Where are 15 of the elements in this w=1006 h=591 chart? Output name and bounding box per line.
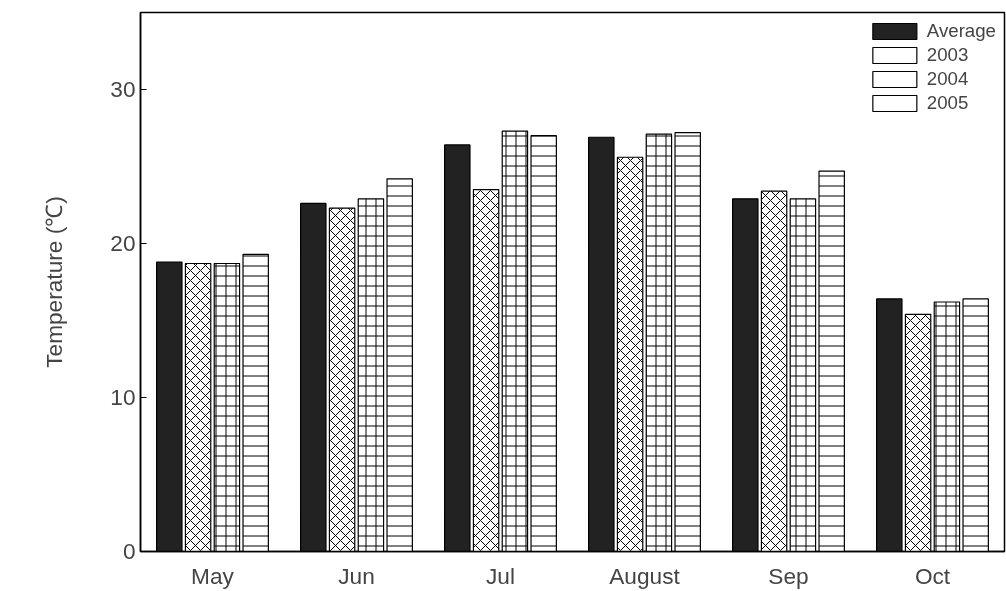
- y-tick-label: 20: [110, 230, 136, 256]
- x-tick-label: Jun: [338, 562, 375, 589]
- legend-label: 2003: [926, 44, 969, 66]
- y-tick-label: 10: [110, 384, 136, 410]
- y-tick-label: 0: [122, 538, 136, 564]
- y-tick-label: 30: [110, 76, 136, 102]
- legend-label: Average: [926, 20, 996, 42]
- x-tick-label: Jul: [486, 562, 515, 589]
- x-tick-label: Sep: [768, 562, 809, 589]
- x-tick-label: Oct: [914, 562, 951, 589]
- y-axis-title: Temperature (℃): [41, 196, 68, 368]
- legend-label: 2004: [926, 68, 969, 90]
- x-tick-label: May: [191, 562, 235, 589]
- legend-label: 2005: [926, 92, 969, 114]
- x-tick-label: August: [609, 562, 681, 589]
